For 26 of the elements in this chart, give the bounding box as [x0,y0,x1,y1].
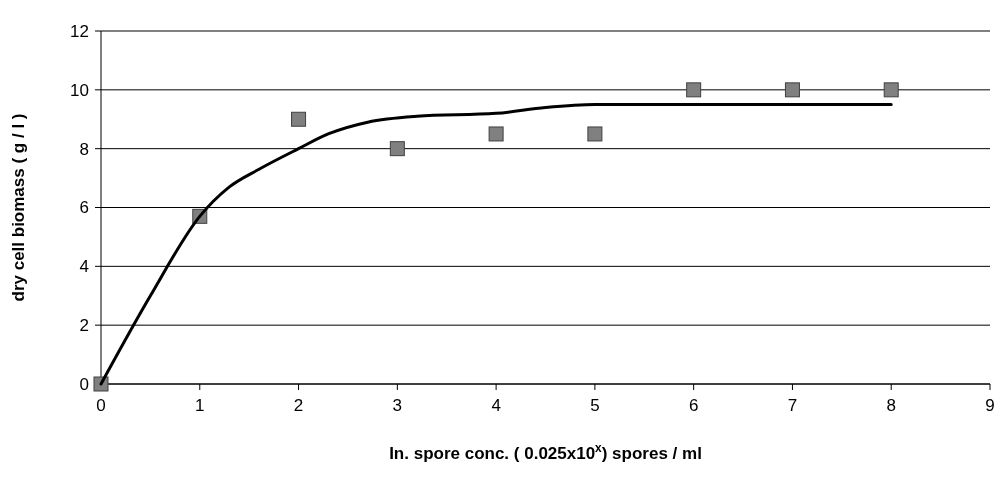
x-tick-label: 1 [195,396,205,415]
x-tick-label: 8 [886,396,896,415]
point [389,141,405,157]
y-tick-label: 8 [79,139,89,159]
y-tick-label: 2 [79,316,89,336]
point [883,82,899,98]
x-tick-label: 0 [96,396,106,415]
point [784,82,800,98]
y-tick-label: 6 [79,198,89,218]
point [686,82,702,98]
y-tick-label: 4 [79,257,89,277]
x-tick-label: 5 [590,396,600,415]
x-axis-title: In. spore conc. ( 0.025x10$^{x}$) spores / ml [389,441,702,463]
x-tick-label: 3 [392,396,403,415]
point [291,111,307,127]
y-tick-label: 0 [79,374,89,394]
x-tick-label: 7 [787,396,798,415]
point [587,126,603,142]
y-tick-label: 12 [70,21,89,41]
y-tick-label: 10 [70,80,89,100]
x-tick-label: 2 [293,396,304,415]
y-axis-title: dry cell biomass ( g / l ) [9,113,28,302]
x-tick-label: 4 [491,396,501,415]
point [488,126,504,142]
x-tick-label: 9 [985,396,995,415]
x-tick-label: 6 [688,396,699,415]
